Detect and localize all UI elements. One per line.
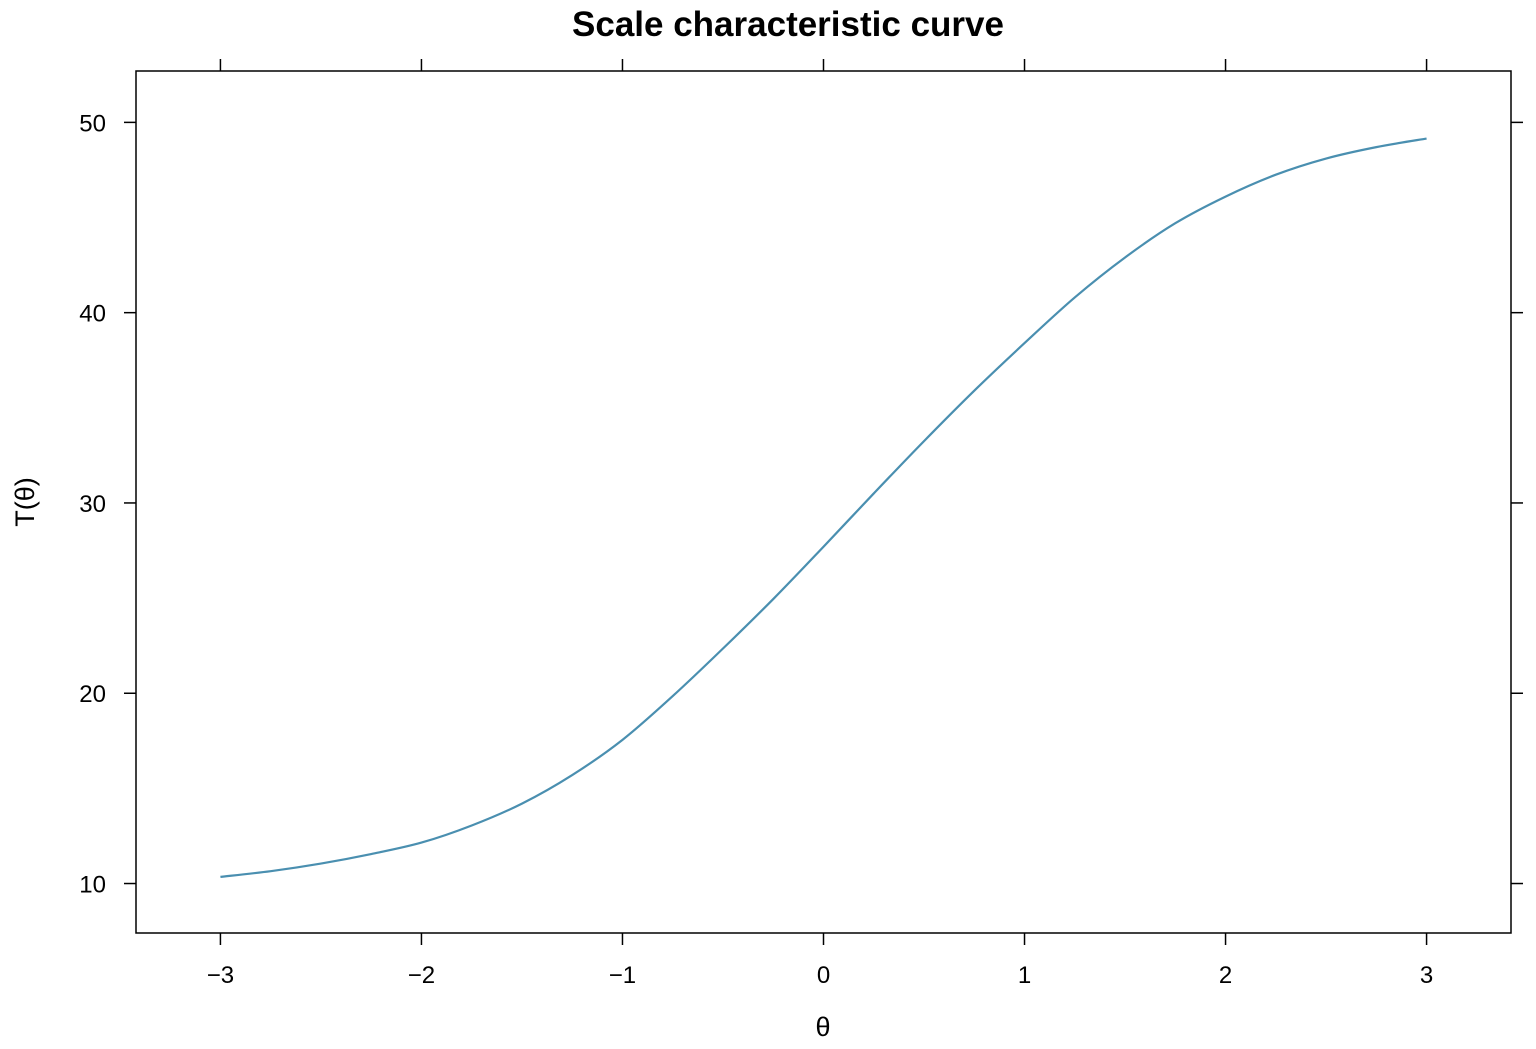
y-axis-label: T(θ)	[10, 477, 40, 527]
x-tick-label: 3	[1420, 962, 1433, 989]
x-tick-label: −3	[207, 962, 234, 989]
x-tick-label: −1	[609, 962, 636, 989]
x-axis-label: θ	[815, 1012, 830, 1042]
x-axis: −3 −2 −1 0 1 2 3	[207, 59, 1433, 989]
y-tick-label: 50	[79, 110, 106, 137]
x-tick-label: −2	[408, 962, 435, 989]
x-tick-label: 0	[817, 962, 830, 989]
plot-frame	[135, 70, 1512, 934]
y-tick-label: 30	[79, 491, 106, 518]
x-tick-label: 1	[1018, 962, 1031, 989]
y-tick-label: 40	[79, 301, 106, 328]
y-axis: 10 20 30 40 50	[79, 110, 1523, 899]
x-tick-label: 2	[1219, 962, 1232, 989]
chart-title: Scale characteristic curve	[572, 5, 1004, 44]
y-tick-label: 10	[79, 872, 106, 899]
series-line	[220, 137, 1427, 878]
y-tick-label: 20	[79, 681, 106, 708]
